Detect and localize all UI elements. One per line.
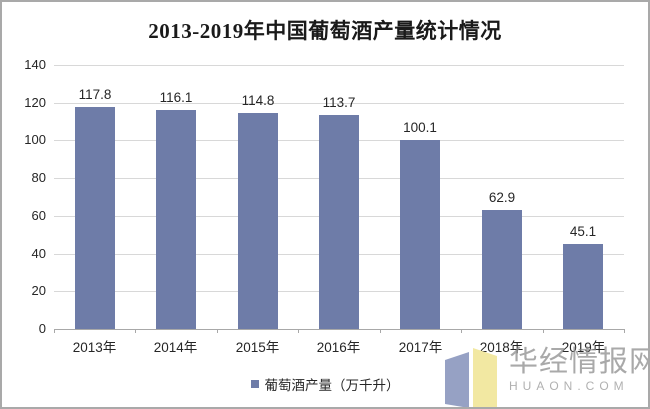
chart-title: 2013-2019年中国葡萄酒产量统计情况: [148, 19, 502, 43]
bar: [75, 107, 115, 329]
bar: [319, 115, 359, 329]
bar-value-label: 117.8: [78, 87, 112, 102]
y-axis-label: 20: [31, 283, 46, 299]
bar: [400, 140, 440, 329]
x-axis-label: 2015年: [235, 340, 280, 355]
x-axis-label: 2019年: [561, 340, 606, 355]
x-axis-line: [54, 329, 624, 330]
axis-tick: [298, 329, 299, 333]
axis-tick: [624, 329, 625, 333]
y-axis-label: 80: [31, 170, 46, 186]
y-axis-label: 60: [31, 207, 46, 223]
bar-value-label: 62.9: [488, 190, 516, 205]
y-axis-label: 0: [38, 321, 46, 336]
bar: [156, 110, 196, 329]
x-axis-label: 2018年: [479, 340, 524, 355]
bar: [238, 113, 278, 329]
gridline: [54, 102, 624, 104]
bar: [482, 210, 522, 329]
bar-value-label: 45.1: [569, 224, 597, 239]
axis-tick: [461, 329, 462, 333]
y-axis-label: 100: [24, 132, 46, 148]
plot-area: 0 20 40 60 80 100 120 140 117.8 2013年 116.1 2014年 11…: [24, 57, 625, 355]
bar-value-label: 113.7: [322, 95, 356, 110]
bar-value-label: 116.1: [159, 90, 193, 105]
legend-marker-icon: [250, 380, 259, 388]
y-axis-label: 40: [31, 245, 46, 261]
bar-value-label: 114.8: [241, 93, 275, 108]
x-axis-label: 2013年: [72, 340, 117, 355]
x-axis-label: 2014年: [153, 340, 198, 355]
gridline: [54, 65, 624, 66]
bar: [563, 244, 603, 329]
axis-tick: [54, 329, 55, 333]
axis-tick: [380, 329, 381, 333]
y-axis-label: 120: [24, 94, 46, 110]
axis-tick: [217, 329, 218, 333]
y-axis-label: 140: [24, 57, 46, 72]
legend-label: 葡萄酒产量（万千升）: [264, 378, 400, 393]
x-axis-label: 2016年: [316, 340, 361, 355]
bar-value-label: 100.1: [403, 120, 437, 135]
axis-tick: [543, 329, 544, 333]
axis-tick: [135, 329, 136, 333]
legend: 葡萄酒产量（万千升）: [2, 374, 648, 394]
x-axis-label: 2017年: [398, 340, 443, 355]
